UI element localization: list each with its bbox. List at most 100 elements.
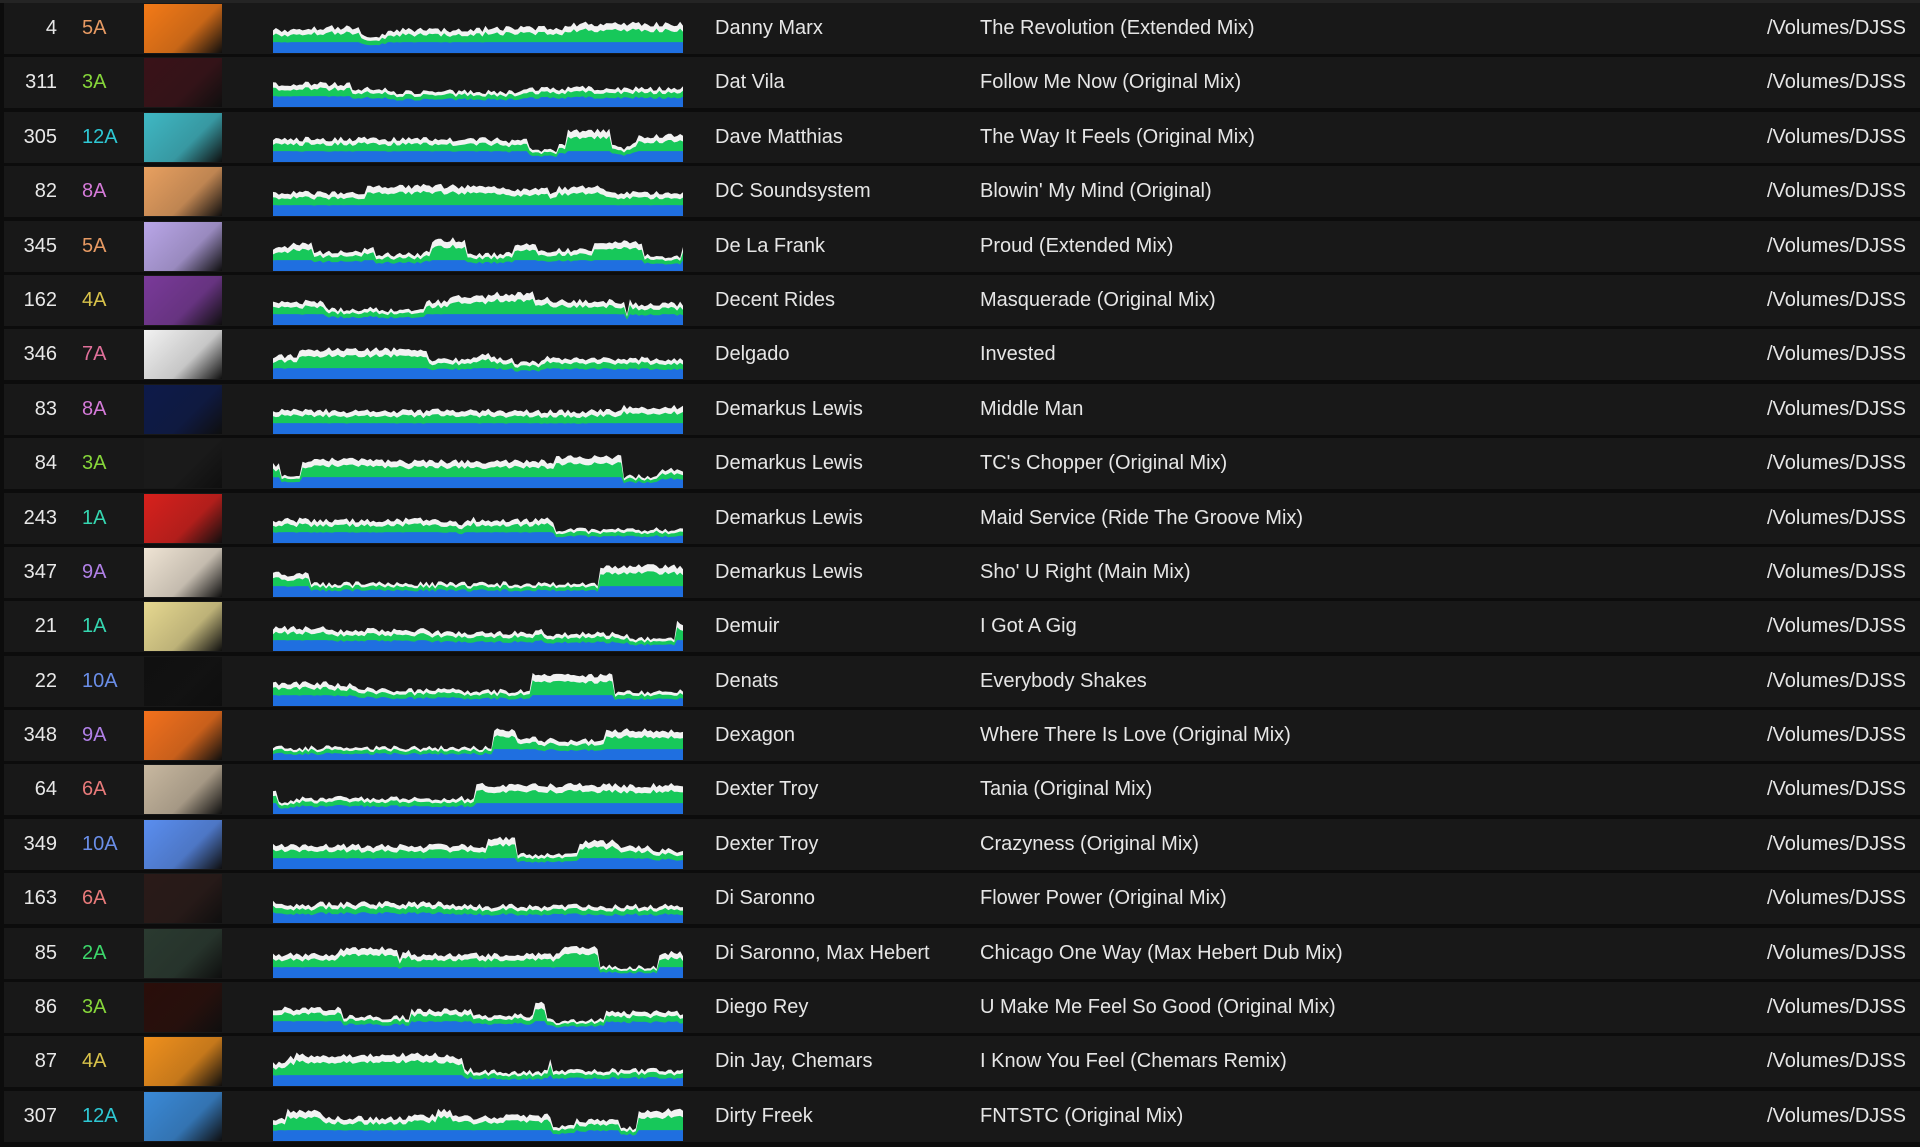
waveform-band [273, 314, 683, 325]
track-row[interactable]: 162 4A Decent Rides Masquerade (Original… [4, 274, 1920, 326]
track-row[interactable]: 311 3A Dat Vila Follow Me Now (Original … [4, 57, 1920, 109]
album-art [144, 1037, 222, 1087]
track-row[interactable]: 64 6A Dexter Troy Tania (Original Mix) /… [4, 764, 1920, 816]
album-art [144, 439, 222, 489]
waveform-band [273, 857, 683, 869]
track-row[interactable]: 347 9A Demarkus Lewis Sho' U Right (Main… [4, 546, 1920, 598]
track-path: /Volumes/DJSS [1767, 397, 1906, 420]
waveform-band [273, 205, 683, 217]
album-art [144, 330, 222, 380]
track-artist: Diego Rey [715, 996, 809, 1019]
album-art [144, 874, 222, 924]
track-number: 163 [23, 887, 57, 910]
track-key: 3A [82, 452, 107, 475]
track-artist: Delgado [715, 343, 790, 366]
album-art [144, 983, 222, 1033]
waveform[interactable] [273, 714, 693, 761]
track-number: 22 [34, 669, 57, 692]
track-row[interactable]: 22 10A Denats Everybody Shakes /Volumes/… [4, 655, 1920, 707]
waveform[interactable] [273, 116, 693, 162]
waveform[interactable] [273, 551, 693, 597]
track-row[interactable]: 21 1A Demuir I Got A Gig /Volumes/DJSS [4, 601, 1920, 653]
track-path: /Volumes/DJSS [1767, 778, 1906, 801]
track-row[interactable]: 87 4A Din Jay, Chemars I Know You Feel (… [4, 1036, 1920, 1088]
track-path: /Volumes/DJSS [1767, 1104, 1906, 1127]
track-artist: Dave Matthias [715, 125, 843, 148]
waveform[interactable] [273, 333, 693, 380]
track-row[interactable]: 349 10A Dexter Troy Crazyness (Original … [4, 818, 1920, 870]
track-row[interactable]: 346 7A Delgado Invested /Volumes/DJSS [4, 329, 1920, 381]
track-title: The Way It Feels (Original Mix) [980, 125, 1255, 148]
waveform[interactable] [273, 497, 693, 543]
track-number: 83 [34, 397, 57, 420]
waveform[interactable] [273, 61, 693, 108]
album-art [144, 765, 222, 815]
track-path: /Volumes/DJSS [1767, 288, 1906, 311]
track-path: /Volumes/DJSS [1767, 343, 1906, 366]
track-row[interactable]: 82 8A DC Soundsystem Blowin' My Mind (Or… [4, 166, 1920, 218]
waveform[interactable] [273, 877, 693, 924]
album-art [144, 656, 222, 706]
waveform[interactable] [273, 823, 693, 869]
track-row[interactable]: 163 6A Di Saronno Flower Power (Original… [4, 873, 1920, 925]
track-row[interactable]: 85 2A Di Saronno, Max Hebert Chicago One… [4, 927, 1920, 979]
track-path: /Volumes/DJSS [1767, 506, 1906, 529]
track-title: Everybody Shakes [980, 669, 1147, 692]
waveform[interactable] [273, 442, 693, 489]
track-path: /Volumes/DJSS [1767, 180, 1906, 203]
track-row[interactable]: 84 3A Demarkus Lewis TC's Chopper (Origi… [4, 438, 1920, 490]
track-key: 3A [82, 71, 107, 94]
waveform[interactable] [273, 932, 693, 978]
track-row[interactable]: 307 12A Dirty Freek FNTSTC (Original Mix… [4, 1090, 1920, 1142]
track-row[interactable]: 83 8A Demarkus Lewis Middle Man /Volumes… [4, 383, 1920, 435]
track-artist: Demarkus Lewis [715, 506, 863, 529]
track-title: Blowin' My Mind (Original) [980, 180, 1212, 203]
track-key: 8A [82, 397, 107, 420]
track-title: Flower Power (Original Mix) [980, 887, 1227, 910]
waveform-band [273, 422, 683, 434]
waveform-band [273, 586, 683, 597]
track-path: /Volumes/DJSS [1767, 452, 1906, 475]
track-title: FNTSTC (Original Mix) [980, 1104, 1184, 1127]
track-artist: Di Saronno [715, 887, 816, 910]
album-art [144, 493, 222, 543]
track-list[interactable]: 4 5A Danny Marx The Revolution (Extended… [4, 3, 1920, 1145]
track-row[interactable]: 345 5A De La Frank Proud (Extended Mix) … [4, 220, 1920, 272]
waveform[interactable] [273, 7, 693, 53]
track-title: Tania (Original Mix) [980, 778, 1153, 801]
track-artist: Di Saronno, Max Hebert [715, 941, 930, 964]
track-row[interactable]: 243 1A Demarkus Lewis Maid Service (Ride… [4, 492, 1920, 544]
track-key: 5A [82, 234, 107, 257]
waveform[interactable] [273, 1040, 693, 1087]
track-number: 349 [23, 832, 57, 855]
track-key: 9A [82, 724, 107, 747]
track-artist: Din Jay, Chemars [715, 1050, 873, 1073]
track-row[interactable]: 305 12A Dave Matthias The Way It Feels (… [4, 111, 1920, 163]
track-key: 4A [82, 288, 107, 311]
waveform[interactable] [273, 1095, 693, 1141]
album-art [144, 167, 222, 217]
track-row[interactable]: 348 9A Dexagon Where There Is Love (Orig… [4, 710, 1920, 762]
track-row[interactable]: 86 3A Diego Rey U Make Me Feel So Good (… [4, 982, 1920, 1034]
waveform[interactable] [273, 986, 693, 1033]
track-number: 305 [23, 125, 57, 148]
track-row[interactable]: 4 5A Danny Marx The Revolution (Extended… [4, 3, 1920, 54]
waveform[interactable] [273, 768, 693, 815]
track-title: Invested [980, 343, 1056, 366]
waveform[interactable] [273, 170, 693, 217]
track-artist: Dexter Troy [715, 832, 819, 855]
album-art [144, 221, 222, 271]
waveform[interactable] [273, 660, 693, 706]
track-title: Proud (Extended Mix) [980, 234, 1174, 257]
track-artist: Danny Marx [715, 17, 823, 39]
album-art [144, 275, 222, 325]
waveform[interactable] [273, 225, 693, 271]
waveform[interactable] [273, 388, 693, 434]
waveform[interactable] [273, 605, 693, 652]
track-artist: Decent Rides [715, 288, 836, 311]
track-path: /Volumes/DJSS [1767, 669, 1906, 692]
track-key: 2A [82, 941, 107, 964]
track-title: Crazyness (Original Mix) [980, 832, 1199, 855]
waveform[interactable] [273, 279, 693, 325]
track-key: 12A [82, 1104, 118, 1127]
